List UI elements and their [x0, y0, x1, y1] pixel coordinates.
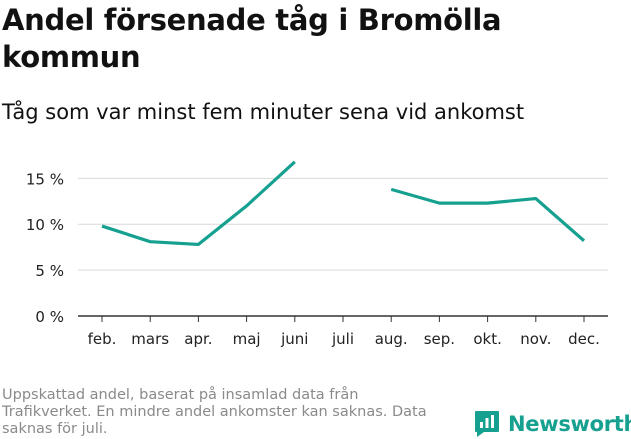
line-chart: 0 % 5 % 10 % 15 % feb. mars apr. maj juni juli au… [26, 160, 608, 348]
newsworthy-logo-icon [475, 411, 499, 437]
x-tick-label: aug. [375, 330, 408, 348]
x-tick-label: mars [131, 330, 169, 348]
x-tick-label: nov. [520, 330, 551, 348]
chart-subtitle: Tåg som var minst fem minuter sena vid a… [2, 100, 525, 124]
brand-name: Newsworthy [508, 412, 631, 436]
x-tick-label: apr. [184, 330, 212, 348]
x-tick-label: juni [280, 330, 308, 348]
x-tick-label: maj [233, 330, 261, 348]
y-tick-label: 5 % [35, 262, 64, 280]
series-line-segment [101, 160, 296, 247]
x-tick-label: okt. [473, 330, 502, 348]
x-tick-label: dec. [568, 330, 600, 348]
footnote: Uppskattad andel, baserat på insamlad da… [2, 387, 427, 437]
brand-logo: Newsworthy [474, 409, 631, 439]
x-tick-label: feb. [88, 330, 117, 348]
x-tick-label: juli [331, 330, 354, 348]
y-tick-label: 10 % [26, 216, 64, 234]
y-tick-label: 0 % [35, 308, 64, 326]
y-axis-tick-labels: 0 % 5 % 10 % 15 % [26, 170, 64, 326]
series-lines [101, 160, 586, 247]
y-tick-label: 15 % [26, 170, 64, 188]
x-axis-tick-labels: feb. mars apr. maj juni juli aug. sep. okt. nov. d… [88, 316, 600, 348]
x-tick-label: sep. [424, 330, 455, 348]
chart-title: Andel försenade tåg i Bromölla kommun [2, 3, 502, 74]
series-line-segment [390, 187, 586, 242]
